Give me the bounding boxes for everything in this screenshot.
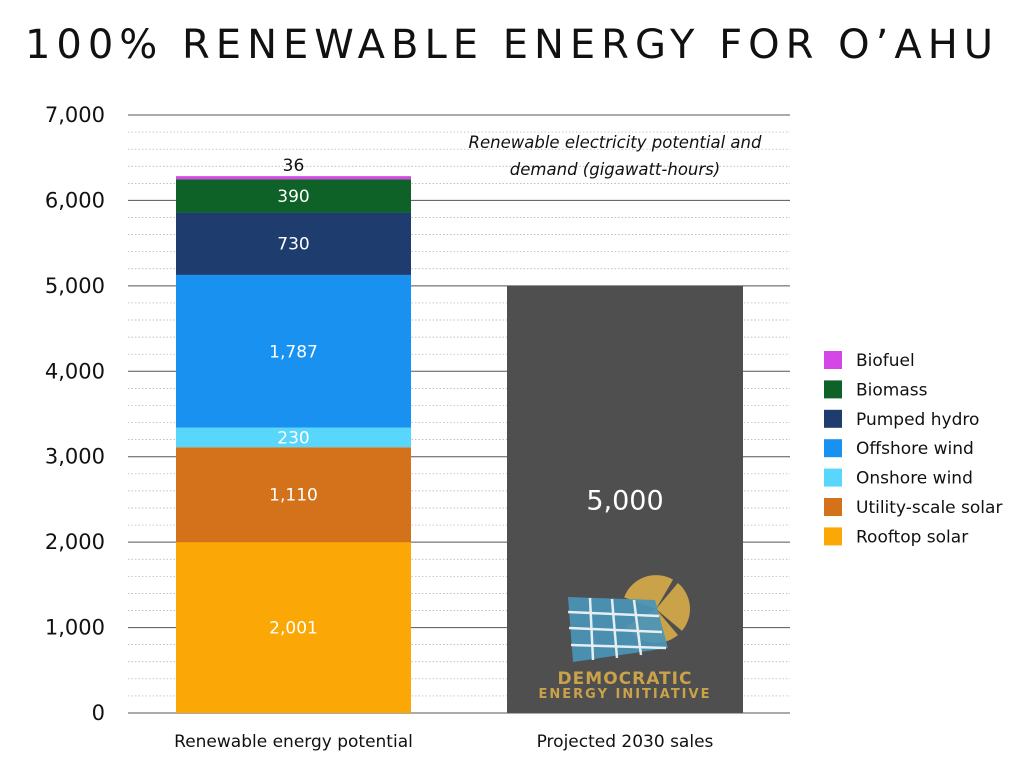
bar-segment — [176, 447, 411, 543]
subtitle-line: Renewable electricity potential and — [469, 133, 762, 152]
legend-swatch — [824, 468, 842, 487]
y-tick-label: 2,000 — [45, 530, 105, 554]
data-labels: 2,001 1,110 230 1,787 730 390 36 5,000 — [269, 156, 663, 638]
legend-swatch — [824, 498, 842, 516]
legend-label: Biofuel — [856, 351, 915, 371]
legend-label: Onshore wind — [856, 469, 973, 489]
legend-label: Pumped hydro — [856, 410, 979, 430]
bar-segment — [176, 542, 411, 713]
segment-value-label: 730 — [277, 235, 309, 255]
segment-value-label: 230 — [277, 428, 309, 448]
y-tick-label: 1,000 — [45, 616, 105, 640]
x-tick-label: Projected 2030 sales — [537, 732, 714, 752]
demand-value-label: 5,000 — [586, 485, 663, 516]
segment-value-label: 1,787 — [269, 342, 318, 362]
bar-segment — [176, 179, 411, 213]
x-tick-label: Renewable energy potential — [174, 732, 413, 752]
logo-line1: DEMOCRATIC — [558, 669, 693, 689]
segment-value-label: 390 — [277, 187, 309, 207]
y-tick-label: 0 — [92, 701, 105, 725]
bar-segment — [176, 212, 411, 275]
bar-segment — [176, 176, 411, 180]
legend-label: Biomass — [856, 380, 928, 400]
legend-label: Offshore wind — [856, 439, 974, 459]
y-tick-label: 6,000 — [45, 188, 105, 212]
solar-panel-icon — [567, 597, 668, 662]
bar-segment — [176, 274, 411, 428]
segment-value-label: 1,110 — [269, 486, 318, 506]
legend: Biofuel Biomass Pumped hydro Offshore wind O… — [824, 351, 1002, 547]
logo-line2: ENERGY INITIATIVE — [539, 687, 712, 702]
subtitle-line: demand (gigawatt-hours) — [510, 160, 720, 179]
y-axis-ticks: 0 1,000 2,000 3,000 4,000 5,000 6,000 7,000 — [45, 103, 105, 725]
x-axis-ticks: Renewable energy potential Projected 2030… — [174, 732, 713, 752]
legend-swatch — [824, 380, 842, 399]
legend-label: Utility-scale solar — [856, 498, 1002, 518]
legend-swatch — [824, 527, 842, 546]
legend-swatch — [824, 409, 842, 428]
y-tick-label: 5,000 — [45, 274, 105, 298]
segment-value-label: 36 — [283, 156, 305, 176]
chart-subtitle: Renewable electricity potential and deman… — [469, 133, 762, 179]
y-tick-label: 3,000 — [45, 445, 105, 469]
y-tick-label: 4,000 — [45, 359, 105, 383]
legend-swatch — [824, 439, 842, 458]
y-tick-label: 7,000 — [45, 103, 105, 127]
chart-title: 100% RENEWABLE ENERGY FOR O’AHU — [24, 22, 1000, 68]
segment-value-label: 2,001 — [269, 619, 318, 639]
bars — [176, 176, 743, 713]
legend-label: Rooftop solar — [856, 527, 968, 547]
legend-swatch — [824, 351, 842, 369]
bar-segment — [176, 427, 411, 448]
